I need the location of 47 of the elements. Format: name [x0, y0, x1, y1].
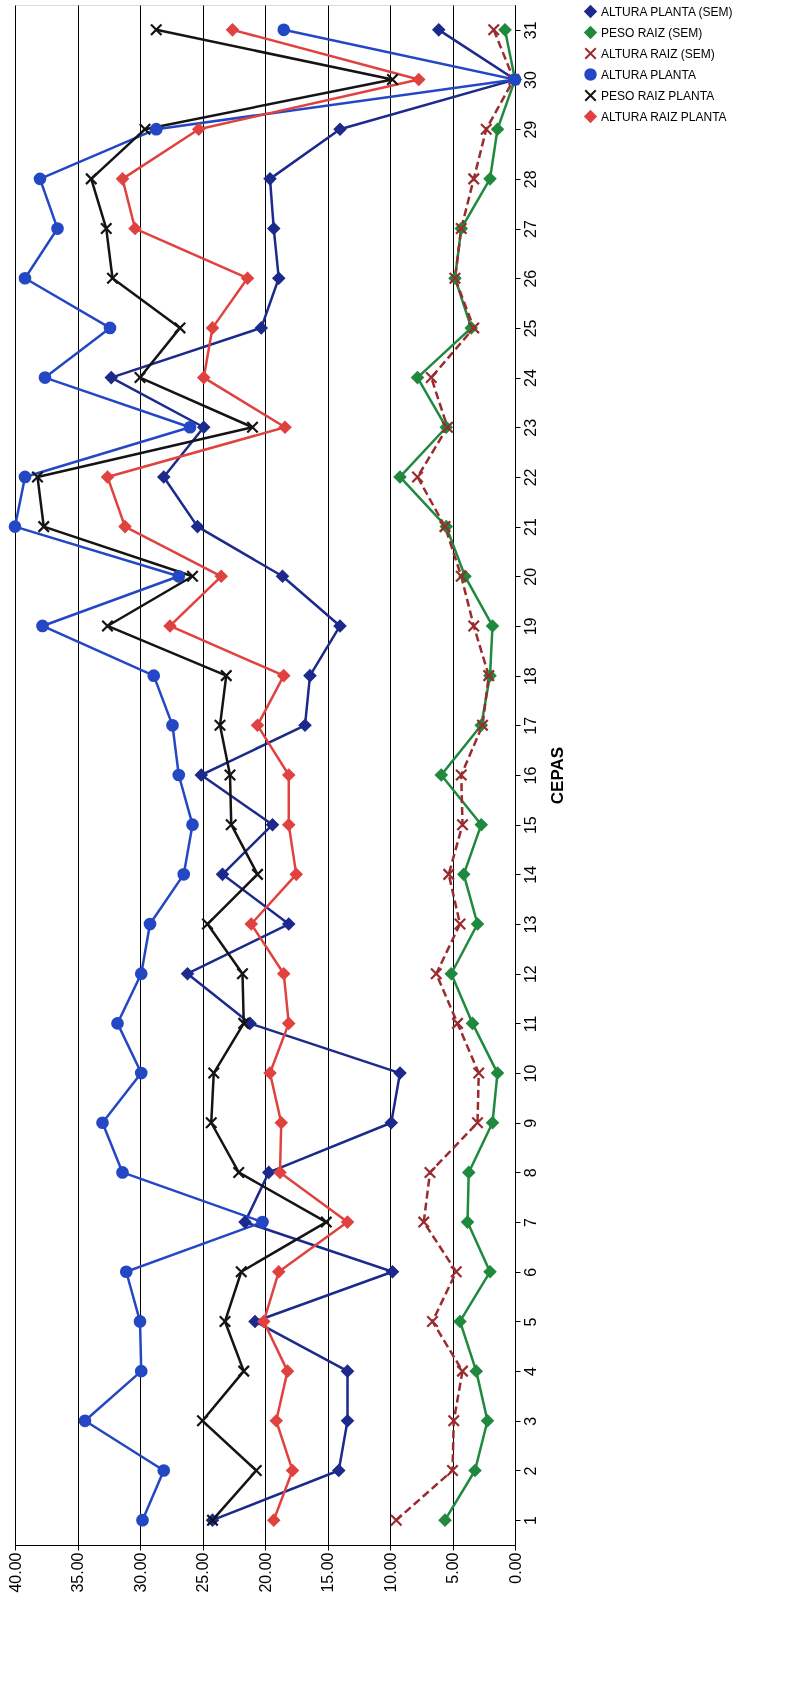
- legend-label: ALTURA RAIZ PLANTA: [601, 109, 727, 124]
- x-tick-label: 30.00: [131, 1552, 149, 1593]
- y-tick-label: 16: [521, 766, 539, 785]
- y-tick-label: 12: [521, 965, 539, 984]
- x-tick-label: 25.00: [194, 1552, 211, 1593]
- legend-label: ALTURA RAIZ (SEM): [601, 46, 715, 61]
- y-tick-label: 2: [521, 1466, 539, 1476]
- y-tick-label: 23: [521, 418, 539, 437]
- y-tick-label: 5: [521, 1317, 539, 1327]
- y-tick-label: 19: [521, 617, 539, 636]
- y-tick-label: 4: [521, 1367, 539, 1377]
- y-tick-label: 13: [521, 915, 539, 934]
- y-tick-label: 27: [521, 220, 539, 238]
- y-tick-label: 29: [521, 120, 539, 139]
- y-tick-label: 6: [521, 1267, 539, 1277]
- y-tick-label: 3: [521, 1416, 539, 1426]
- y-tick-label: 7: [521, 1218, 539, 1228]
- legend-label: ALTURA PLANTA (SEM): [601, 4, 733, 19]
- y-tick-label: 22: [521, 468, 539, 487]
- legend-label: PESO RAIZ PLANTA: [601, 88, 715, 103]
- y-tick-label: 31: [521, 21, 539, 40]
- y-tick-label: 20: [521, 567, 539, 586]
- y-tick-label: 14: [521, 865, 539, 884]
- y-tick-label: 21: [521, 518, 539, 537]
- x-tick-label: 10.00: [381, 1552, 399, 1593]
- y-tick-label: 28: [521, 170, 539, 189]
- x-tick-label: 35.00: [69, 1552, 86, 1593]
- y-tick-label: 30: [521, 71, 539, 89]
- y-tick-label: 1: [521, 1516, 539, 1526]
- legend-label: PESO RAIZ (SEM): [601, 25, 703, 40]
- y-tick-label: 26: [521, 269, 539, 288]
- y-axis-title: CEPAS: [547, 746, 567, 805]
- y-tick-label: 24: [521, 369, 539, 387]
- y-tick-label: 25: [521, 319, 539, 338]
- x-tick-label: 0.00: [506, 1552, 524, 1584]
- x-tick-label: 20.00: [256, 1552, 274, 1593]
- legend-label: ALTURA PLANTA: [601, 67, 696, 82]
- y-tick-label: 10: [521, 1064, 539, 1083]
- y-tick-label: 18: [521, 667, 539, 686]
- y-tick-label: 15: [521, 816, 539, 835]
- y-tick-label: 8: [521, 1168, 539, 1178]
- x-tick-label: 5.00: [444, 1552, 461, 1584]
- y-tick-label: 9: [521, 1118, 539, 1128]
- x-tick-label: 40.00: [6, 1552, 24, 1593]
- y-tick-label: 11: [521, 1015, 539, 1033]
- x-tick-label: 15.00: [319, 1552, 336, 1593]
- y-tick-label: 17: [521, 716, 539, 735]
